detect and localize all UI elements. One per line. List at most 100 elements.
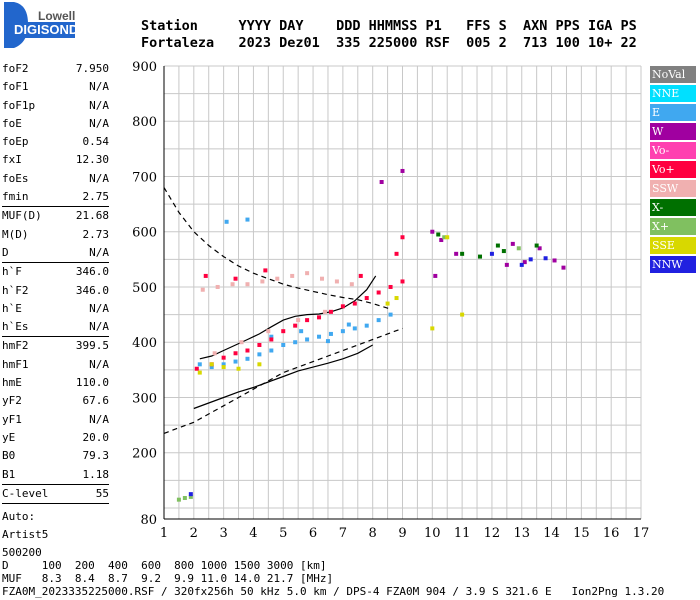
param-name: h`E: [2, 301, 22, 315]
echo-point: [239, 340, 244, 345]
footer-distance-row: D 100 200 400 600 800 1000 1500 3000 [km…: [2, 559, 327, 572]
echo-point: [376, 290, 381, 295]
y-tick-label: 700: [132, 170, 157, 185]
echo-point: [245, 356, 250, 361]
echo-point: [269, 348, 274, 353]
echo-point: [528, 257, 533, 262]
param-row: yF1 N/A: [2, 411, 109, 429]
param-name: B1: [2, 467, 16, 481]
echo-point: [433, 273, 438, 278]
echo-point: [233, 351, 238, 356]
param-name: foEs: [2, 171, 29, 185]
echo-point: [364, 323, 369, 328]
echo-point: [430, 326, 435, 331]
echo-point: [275, 276, 280, 281]
echo-point: [328, 309, 333, 314]
param-row: h`F2 346.0: [2, 282, 109, 300]
param-value: N/A: [89, 412, 109, 426]
param-value: 2.73: [82, 227, 110, 241]
echo-point: [221, 365, 226, 370]
param-value: 79.3: [82, 449, 110, 463]
echo-point: [293, 323, 298, 328]
param-name: fmin: [2, 190, 29, 204]
echo-point: [388, 284, 393, 289]
legend-item: NNE: [650, 84, 696, 103]
param-name: yF1: [2, 412, 22, 426]
legend-item: NNW: [650, 255, 696, 274]
param-row: MUF(D) 21.68: [2, 207, 109, 225]
y-tick-label: 200: [132, 447, 157, 462]
profile-curve: [193, 344, 373, 410]
echo-point: [510, 241, 515, 246]
param-value: N/A: [89, 116, 109, 130]
echo-point: [519, 262, 524, 267]
echo-point: [394, 251, 399, 256]
param-name: foF1: [2, 80, 29, 94]
echo-point: [203, 273, 208, 278]
param-value: N/A: [89, 171, 109, 185]
param-name: fxI: [2, 153, 22, 167]
echo-point: [269, 334, 274, 339]
param-row: fmin 2.75: [2, 188, 109, 208]
footer-info: D 100 200 400 600 800 1000 1500 3000 [km…: [2, 559, 664, 598]
param-value: 346.0: [75, 265, 109, 279]
param-row: M(D) 2.73: [2, 226, 109, 244]
param-name: hmE: [2, 376, 22, 390]
echo-point: [194, 366, 199, 371]
legend-item: NoVal: [650, 66, 696, 84]
echo-point: [352, 326, 357, 331]
footer-file-info: FZA0M_2023335225000.RSF / 320fx256h 50 k…: [2, 585, 665, 598]
param-value: 0.54: [82, 135, 110, 149]
param-row: fxI 12.30: [2, 151, 109, 169]
echo-point: [305, 271, 310, 276]
echo-point: [394, 296, 399, 301]
legend-item: X-: [650, 198, 696, 217]
legend-item: SSE: [650, 236, 696, 255]
echo-point: [257, 362, 262, 367]
param-value: N/A: [89, 245, 109, 259]
echo-point: [200, 287, 205, 292]
param-value: 1.18: [82, 467, 110, 481]
y-tick-label: 600: [132, 226, 157, 241]
echo-point: [290, 273, 295, 278]
param-name: foE: [2, 116, 22, 130]
echo-point: [257, 342, 262, 347]
param-value: N/A: [89, 301, 109, 315]
echo-point: [260, 279, 265, 284]
param-name: foF1p: [2, 98, 36, 112]
echo-point: [328, 331, 333, 336]
param-row: foEp 0.54: [2, 133, 109, 151]
echo-point: [215, 284, 220, 289]
param-name: hmF1: [2, 357, 29, 371]
param-name: B0: [2, 449, 16, 463]
x-tick-label: 3: [219, 526, 227, 541]
echo-point: [454, 251, 459, 256]
x-tick-label: 7: [339, 526, 347, 541]
echo-point: [188, 492, 193, 497]
legend-item: SSW: [650, 179, 696, 198]
auto-scaling-info: Auto: Artist5 500200: [2, 508, 109, 562]
echo-point: [442, 235, 447, 240]
param-value: N/A: [89, 80, 109, 94]
echo-point: [263, 268, 268, 273]
echo-point: [385, 301, 390, 306]
digisonde-logo: [4, 2, 75, 48]
echo-point: [233, 359, 238, 364]
echo-point: [501, 249, 506, 254]
echo-point: [305, 318, 310, 323]
echo-point: [445, 235, 450, 240]
param-value: 20.0: [82, 430, 110, 444]
echo-point: [212, 351, 217, 356]
echo-point: [436, 232, 441, 237]
y-tick-label: 500: [132, 281, 157, 296]
echo-point: [534, 243, 539, 248]
echo-point: [182, 496, 187, 501]
param-row: hmF1 N/A: [2, 356, 109, 374]
x-tick-label: 14: [543, 526, 560, 541]
param-row: C-level 55: [2, 485, 109, 505]
echo-point: [317, 315, 322, 320]
echo-point: [209, 362, 214, 367]
param-value: N/A: [89, 98, 109, 112]
echo-point: [281, 342, 286, 347]
